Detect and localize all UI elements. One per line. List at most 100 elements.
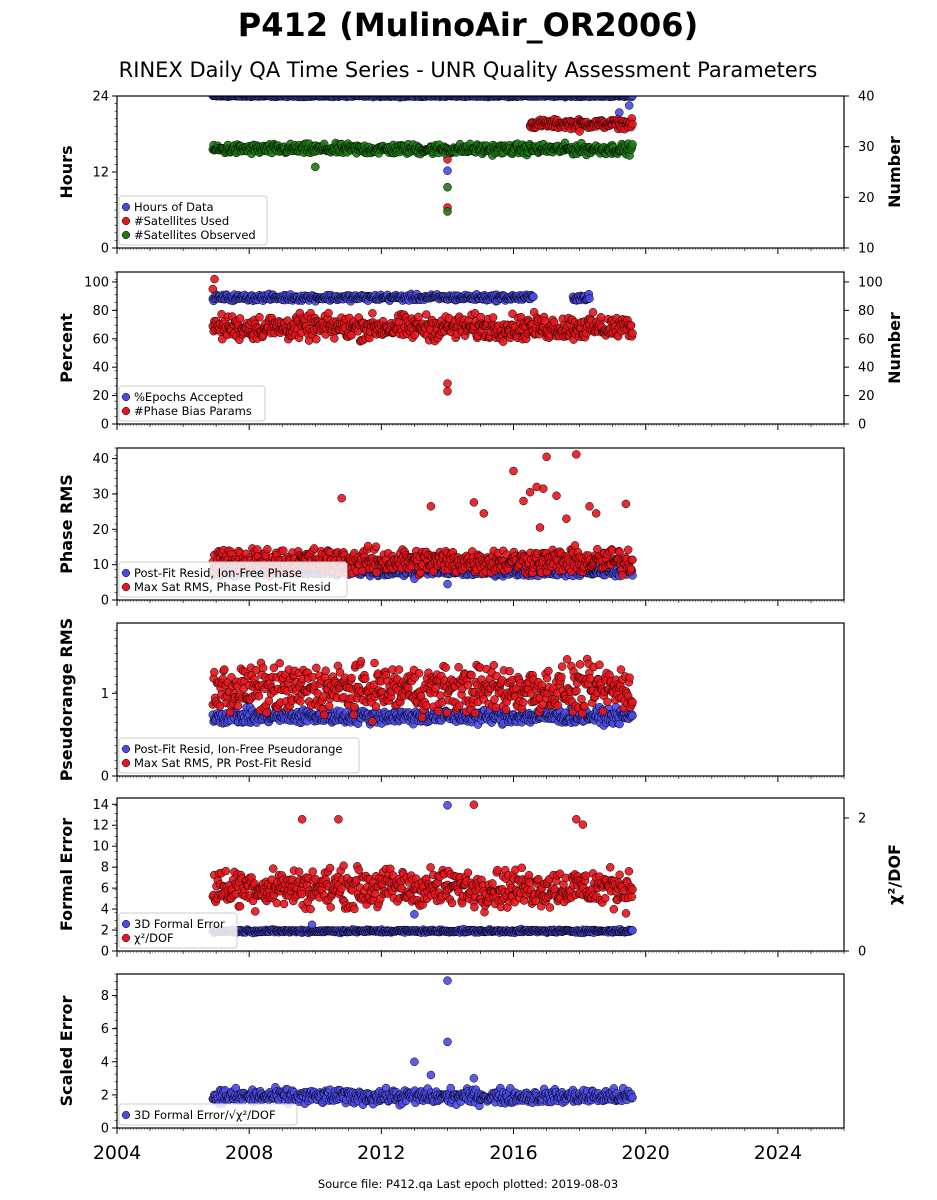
y2-tick-label: 100 bbox=[858, 275, 883, 290]
y2-tick-label: 30 bbox=[858, 140, 875, 155]
y-axis-label: Percent bbox=[57, 313, 76, 383]
y-tick-label: 60 bbox=[92, 332, 109, 347]
y-tick-label: 0 bbox=[101, 242, 109, 257]
chart-subtitle: RINEX Daily QA Time Series - UNR Quality… bbox=[119, 58, 818, 82]
legend-entry: #Satellites Observed bbox=[134, 228, 256, 242]
y-tick-label: 40 bbox=[92, 361, 109, 376]
data-point bbox=[414, 312, 423, 322]
data-point bbox=[371, 542, 381, 551]
outlier-point bbox=[519, 496, 528, 506]
outlier-point bbox=[572, 450, 581, 459]
outlier-point bbox=[311, 162, 320, 172]
outlier-point bbox=[621, 499, 631, 509]
y2-tick-label: 20 bbox=[858, 389, 875, 404]
y2-tick-label: 40 bbox=[858, 361, 875, 376]
data-point bbox=[255, 312, 264, 322]
y2-tick-label: 60 bbox=[858, 332, 875, 347]
outlier-point bbox=[535, 523, 545, 532]
outlier-point bbox=[624, 101, 634, 110]
y-tick-label: 30 bbox=[92, 487, 109, 502]
outlier-point bbox=[525, 487, 535, 497]
legend-entry: %Epochs Accepted bbox=[134, 390, 243, 404]
legend-entry: #Satellites Used bbox=[134, 214, 229, 228]
data-point bbox=[529, 292, 538, 302]
y-tick-label: 0 bbox=[101, 594, 109, 609]
y2-tick-label: 20 bbox=[858, 191, 875, 206]
legend-entry: Post-Fit Resid, Ion-Free Phase bbox=[134, 566, 302, 580]
y2-tick-label: 80 bbox=[858, 304, 875, 319]
data-point bbox=[585, 294, 594, 303]
data-point bbox=[498, 337, 508, 346]
data-point bbox=[309, 544, 319, 553]
chart-title: P412 (MulinoAir_OR2006) bbox=[238, 6, 698, 44]
data-point bbox=[628, 329, 637, 338]
data-point bbox=[628, 140, 637, 149]
outlier-point bbox=[426, 502, 436, 511]
y2-tick-label: 40 bbox=[858, 90, 875, 105]
y2-axis-label: Number bbox=[885, 312, 904, 384]
data-points bbox=[208, 96, 637, 216]
series-2 bbox=[208, 274, 637, 396]
data-point bbox=[368, 309, 377, 318]
data-point bbox=[324, 308, 333, 318]
legend-marker bbox=[121, 230, 131, 240]
data-point bbox=[628, 119, 637, 129]
outlier-point bbox=[443, 182, 452, 192]
data-point bbox=[628, 555, 637, 565]
outlier-point bbox=[210, 274, 219, 284]
legend-entry: Hours of Data bbox=[134, 200, 214, 214]
outlier-point bbox=[208, 284, 218, 294]
legend-marker bbox=[121, 202, 131, 212]
data-point bbox=[626, 564, 636, 574]
outlier-point bbox=[443, 207, 452, 216]
legend-marker bbox=[121, 568, 131, 578]
y-tick-label: 20 bbox=[92, 389, 109, 404]
y2-axis-label: Number bbox=[885, 136, 904, 208]
data-point bbox=[588, 308, 598, 317]
series-1 bbox=[208, 289, 634, 336]
y-tick-label: 0 bbox=[101, 418, 109, 433]
data-point bbox=[618, 571, 627, 580]
data-point bbox=[312, 334, 321, 344]
y-tick-label: 24 bbox=[92, 90, 109, 105]
outlier-point bbox=[539, 484, 548, 493]
outlier-point bbox=[337, 493, 346, 503]
y2-tick-label: 0 bbox=[858, 418, 866, 433]
y-tick-label: 20 bbox=[92, 523, 109, 538]
legend-marker bbox=[121, 392, 131, 402]
data-point bbox=[279, 546, 288, 555]
panel-2: 0 20 40 60 80 100 0 20 40 60 80 100 Percent Number %Ep… bbox=[57, 271, 904, 433]
data-point bbox=[623, 545, 633, 555]
legend-marker bbox=[121, 582, 131, 592]
y-tick-label: 12 bbox=[92, 166, 109, 181]
outlier-point bbox=[443, 387, 452, 396]
y-tick-label: 100 bbox=[84, 275, 109, 290]
data-point bbox=[358, 566, 367, 576]
outlier-point bbox=[615, 108, 624, 117]
y-tick-label: 80 bbox=[92, 304, 109, 319]
data-point bbox=[626, 321, 636, 330]
y-axis-label: Hours bbox=[57, 145, 76, 198]
outlier-point bbox=[443, 579, 452, 589]
series-2 bbox=[443, 114, 637, 212]
outlier-point bbox=[552, 491, 561, 500]
outlier-point bbox=[509, 466, 518, 476]
y-tick-label: 10 bbox=[92, 558, 109, 573]
y-axis-label: Phase RMS bbox=[57, 474, 76, 574]
outlier-point bbox=[591, 509, 601, 518]
data-point bbox=[263, 544, 272, 554]
legend-entry: Max Sat RMS, Phase Post-Fit Resid bbox=[134, 580, 331, 594]
y-tick-label: 40 bbox=[92, 452, 109, 467]
y2-tick-label: 10 bbox=[858, 242, 875, 257]
outlier-point bbox=[443, 166, 452, 175]
data-point bbox=[235, 314, 245, 323]
legend-entry: #Phase Bias Params bbox=[134, 404, 252, 418]
outlier-point bbox=[469, 498, 479, 507]
legend-box bbox=[118, 195, 268, 246]
legend: %Epochs Accepted#Phase Bias Params bbox=[118, 385, 266, 422]
outlier-point bbox=[585, 502, 594, 511]
legend: Hours of Data#Satellites Used#Satellites… bbox=[118, 195, 268, 246]
